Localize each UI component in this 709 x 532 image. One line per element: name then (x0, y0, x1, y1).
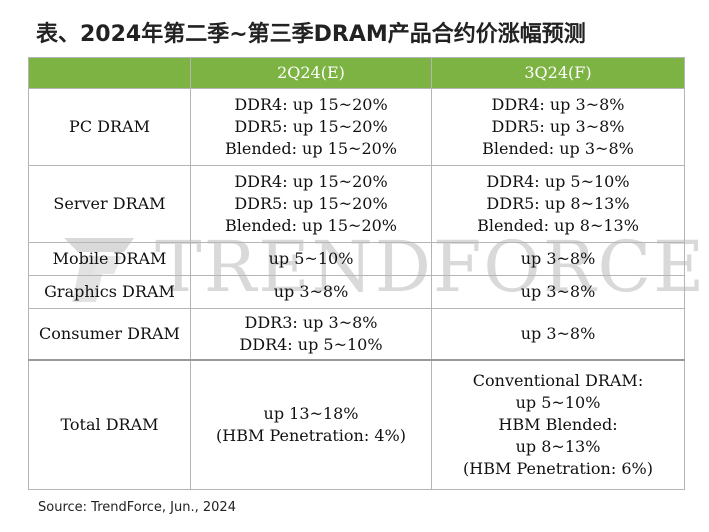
cell-line: Conventional DRAM: (472, 371, 644, 390)
row-label: Server DRAM (28, 165, 191, 243)
header-2q24: 2Q24(E) (190, 57, 432, 89)
table-row: Graphics DRAM up 3~8% up 3~8% (28, 275, 685, 309)
row-label: Graphics DRAM (28, 275, 191, 309)
cell-line: DDR5: up 15~20% (234, 194, 388, 213)
cell-line: Blended: up 15~20% (224, 216, 398, 235)
row-label: Mobile DRAM (28, 242, 191, 276)
q3-cell: up 3~8% (431, 275, 685, 309)
header-row: 2Q24(E) 3Q24(F) (28, 57, 685, 89)
cell-line: up 5~10% (515, 393, 601, 412)
q3-cell: DDR4: up 3~8% DDR5: up 3~8% Blended: up … (431, 88, 685, 166)
row-label: PC DRAM (28, 88, 191, 166)
cell-line: Blended: up 8~13% (477, 216, 639, 235)
table-title: 表、2024年第二季~第三季DRAM产品合约价涨幅预测 (36, 22, 586, 47)
cell-line: Blended: up 3~8% (482, 139, 634, 158)
q2-cell: up 13~18% (HBM Penetration: 4%) (190, 359, 432, 490)
cell-line: Blended: up 15~20% (224, 139, 398, 158)
cell-line: DDR4: up 15~20% (234, 95, 388, 114)
q2-cell: DDR3: up 3~8% DDR4: up 5~10% (190, 308, 432, 361)
q2-cell: up 5~10% (190, 242, 432, 276)
cell-line: DDR4: up 5~10% (239, 335, 383, 354)
cell-line: (HBM Penetration: 6%) (463, 459, 653, 478)
cell-line: DDR4: up 15~20% (234, 172, 388, 191)
q3-cell: DDR4: up 5~10% DDR5: up 8~13% Blended: u… (431, 165, 685, 243)
q2-cell: DDR4: up 15~20% DDR5: up 15~20% Blended:… (190, 165, 432, 243)
row-label: Total DRAM (28, 359, 191, 490)
header-3q24: 3Q24(F) (431, 57, 685, 89)
table-row: Total DRAM up 13~18% (HBM Penetration: 4… (28, 359, 685, 490)
cell-line: DDR4: up 3~8% (491, 95, 625, 114)
cell-line: up 3~8% (520, 249, 596, 268)
cell-line: DDR5: up 8~13% (486, 194, 630, 213)
cell-line: HBM Blended: (498, 415, 618, 434)
q3-cell: Conventional DRAM: up 5~10% HBM Blended:… (431, 359, 685, 490)
cell-line: up 3~8% (273, 282, 349, 301)
cell-line: DDR5: up 15~20% (234, 117, 388, 136)
table-row: Mobile DRAM up 5~10% up 3~8% (28, 242, 685, 276)
q3-cell: up 3~8% (431, 242, 685, 276)
q2-cell: up 3~8% (190, 275, 432, 309)
table-row: Server DRAM DDR4: up 15~20% DDR5: up 15~… (28, 165, 685, 243)
cell-line: up 5~10% (268, 249, 354, 268)
q2-cell: DDR4: up 15~20% DDR5: up 15~20% Blended:… (190, 88, 432, 166)
cell-line: DDR5: up 3~8% (491, 117, 625, 136)
row-label: Consumer DRAM (28, 308, 191, 361)
cell-line: up 13~18% (263, 404, 359, 423)
cell-line: up 3~8% (520, 282, 596, 301)
q3-cell: up 3~8% (431, 308, 685, 361)
dram-price-table: 2Q24(E) 3Q24(F) PC DRAM DDR4: up 15~20% … (28, 57, 685, 490)
table-row: Consumer DRAM DDR3: up 3~8% DDR4: up 5~1… (28, 308, 685, 361)
header-category (28, 57, 191, 89)
cell-line: DDR4: up 5~10% (486, 172, 630, 191)
cell-line: DDR3: up 3~8% (244, 313, 378, 332)
table-row: PC DRAM DDR4: up 15~20% DDR5: up 15~20% … (28, 88, 685, 166)
source-note: Source: TrendForce, Jun., 2024 (38, 500, 236, 515)
cell-line: (HBM Penetration: 4%) (216, 426, 406, 445)
cell-line: up 3~8% (520, 324, 596, 343)
cell-line: up 8~13% (515, 437, 601, 456)
